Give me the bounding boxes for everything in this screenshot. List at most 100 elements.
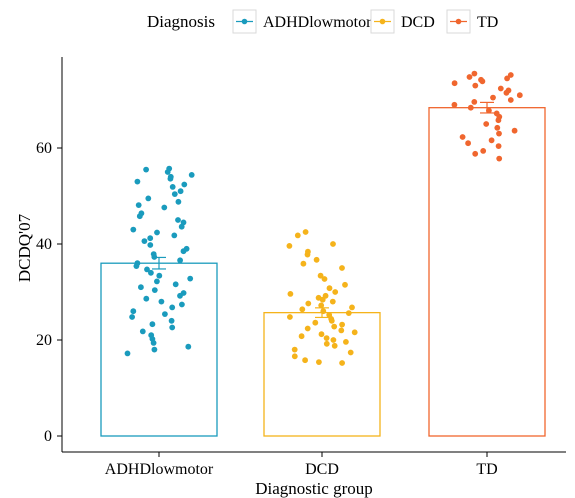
x-tick-label: DCD <box>305 461 339 478</box>
data-point <box>172 281 179 288</box>
data-point <box>483 121 490 127</box>
data-point <box>136 213 143 220</box>
legend-item: DCD <box>370 9 435 34</box>
legend-key-dot <box>379 18 386 25</box>
data-point <box>130 308 137 315</box>
data-point <box>496 130 502 137</box>
data-point <box>130 226 137 233</box>
data-point <box>516 92 523 99</box>
data-point <box>144 266 150 273</box>
data-point <box>471 70 478 77</box>
legend-key-dot <box>241 18 248 25</box>
data-point <box>459 134 466 140</box>
data-point <box>331 342 338 349</box>
data-point <box>167 175 174 182</box>
data-point <box>169 184 176 190</box>
data-point <box>345 310 352 316</box>
data-point <box>179 301 185 308</box>
data-point <box>338 327 345 334</box>
data-point <box>319 296 326 303</box>
data-point <box>343 339 349 345</box>
data-point <box>302 229 309 235</box>
data-point <box>169 304 176 311</box>
data-point <box>154 229 160 236</box>
data-point <box>494 124 501 131</box>
data-point <box>177 292 183 299</box>
legend-label: DCD <box>401 14 435 31</box>
data-point <box>145 195 152 202</box>
data-point <box>291 353 298 360</box>
data-point <box>168 317 175 324</box>
data-point <box>317 272 324 279</box>
bar-dcd <box>263 311 381 437</box>
data-point <box>287 291 294 297</box>
data-point <box>472 82 479 89</box>
data-point <box>161 204 168 211</box>
data-point <box>150 340 157 346</box>
legend-title: Diagnosis <box>147 12 215 31</box>
data-point <box>320 308 327 315</box>
data-point <box>330 337 337 343</box>
data-point <box>313 256 320 263</box>
data-point <box>451 80 458 87</box>
y-tick-label: 60 <box>36 140 52 157</box>
data-point <box>323 340 330 347</box>
y-axis-title: DCDQ'07 <box>15 213 34 282</box>
data-point <box>181 181 188 188</box>
data-point <box>178 223 185 230</box>
data-point <box>147 242 154 248</box>
data-point <box>339 360 345 366</box>
error-bar <box>315 307 329 319</box>
data-point <box>312 319 319 326</box>
data-point <box>169 324 176 331</box>
data-point <box>497 85 504 92</box>
data-point <box>151 287 158 293</box>
data-point <box>138 284 144 291</box>
data-point <box>495 117 502 124</box>
data-point <box>134 178 141 185</box>
data-point <box>451 101 458 108</box>
y-tick-label: 40 <box>36 236 52 253</box>
data-point <box>143 295 150 302</box>
data-point <box>286 243 293 249</box>
x-tick-label: TD <box>476 461 497 478</box>
data-point <box>188 172 195 178</box>
data-point <box>332 289 339 295</box>
data-point <box>326 285 333 292</box>
data-point <box>139 328 146 335</box>
data-point <box>304 251 311 258</box>
data-point <box>287 314 293 320</box>
data-point <box>158 298 165 305</box>
y-tick-label: 0 <box>44 428 52 445</box>
data-point <box>480 148 487 154</box>
data-point <box>133 263 140 269</box>
data-point <box>298 333 305 340</box>
data-point <box>156 272 163 279</box>
data-point <box>329 298 336 305</box>
data-point <box>490 94 496 101</box>
data-point <box>318 331 325 338</box>
data-point <box>177 188 184 195</box>
data-point <box>302 357 308 364</box>
bar-td <box>428 107 546 437</box>
data-point <box>294 232 301 239</box>
data-point <box>504 75 510 82</box>
data-point <box>467 104 474 111</box>
data-point <box>347 349 354 356</box>
data-point <box>291 346 298 353</box>
legend: Diagnosis ADHDlowmotor DCD TD <box>147 9 498 34</box>
legend-item: ADHDlowmotor <box>232 9 372 34</box>
data-point <box>151 346 158 353</box>
data-point <box>465 140 471 147</box>
data-point <box>342 281 348 288</box>
data-point <box>124 350 131 357</box>
data-point <box>162 311 168 317</box>
data-point <box>349 304 355 311</box>
data-point <box>149 321 156 328</box>
data-point <box>331 323 338 330</box>
data-point <box>316 359 322 365</box>
data-point <box>466 74 473 80</box>
x-tick-label: ADHDlowmotor <box>105 461 214 478</box>
data-point <box>300 260 307 267</box>
